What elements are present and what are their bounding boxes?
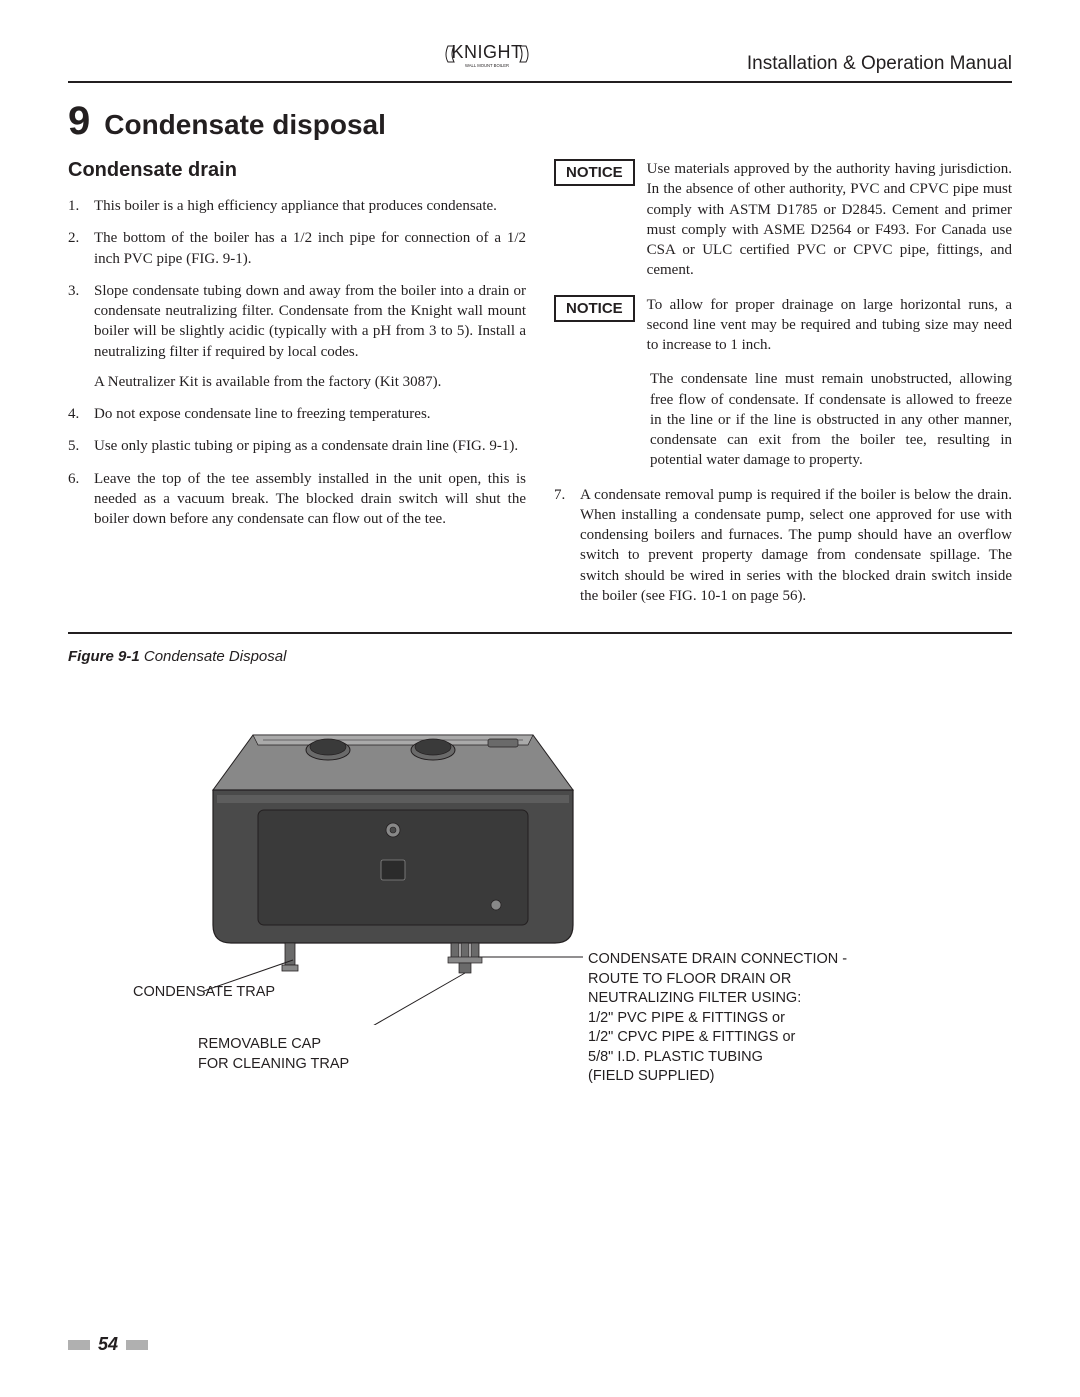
notice-block: NOTICE To allow for proper drainage on l… [554,295,1012,356]
figure-diagram: CONDENSATE TRAP REMOVABLE CAP FOR CLEANI… [68,695,1012,1125]
notice-continuation: The condensate line must remain unobstru… [650,369,1012,470]
callout-condensate-trap: CONDENSATE TRAP [133,983,275,1003]
notice-block: NOTICE Use materials approved by the aut… [554,159,1012,281]
horizontal-rule [68,632,1012,634]
page-number-bar-icon [68,1340,90,1350]
svg-text:WALL MOUNT BOILER: WALL MOUNT BOILER [465,63,509,68]
notice-text: Use materials approved by the authority … [647,159,1012,281]
page-number-bar-icon [126,1340,148,1350]
callout-removable-cap: REMOVABLE CAP FOR CLEANING TRAP [198,1035,349,1074]
list-sub-paragraph: A Neutralizer Kit is available from the … [94,372,526,392]
page-header: KNIGHT WALL MOUNT BOILER Installation & … [68,40,1012,83]
notice-label: NOTICE [554,159,635,186]
callout-drain-connection: CONDENSATE DRAIN CONNECTION - ROUTE TO F… [588,950,918,1087]
list-item: This boiler is a high efficiency applian… [68,196,526,216]
instruction-list-right: 7. A condensate removal pump is required… [554,485,1012,607]
svg-text:KNIGHT: KNIGHT [452,42,523,62]
chapter-title-text: Condensate disposal [104,109,386,141]
notice-text: To allow for proper drainage on large ho… [647,295,1012,356]
figure-caption: Figure 9-1 Condensate Disposal [68,648,1012,665]
boiler-illustration [203,695,583,1025]
list-item: 7. A condensate removal pump is required… [554,485,1012,607]
figure-label: Figure 9-1 [68,648,140,665]
brand-logo: KNIGHT WALL MOUNT BOILER [68,40,747,75]
chapter-title: 9 Condensate disposal [68,101,1012,141]
list-item: Slope condensate tubing down and away fr… [68,281,526,392]
list-item: Do not expose condensate line to freezin… [68,404,526,424]
manual-title: Installation & Operation Manual [747,53,1012,75]
page-number: 54 [68,1334,148,1355]
instruction-list-left: This boiler is a high efficiency applian… [68,196,526,529]
chapter-number: 9 [68,101,90,141]
notice-label: NOTICE [554,295,635,322]
list-item: The bottom of the boiler has a 1/2 inch … [68,228,526,269]
list-item: Leave the top of the tee assembly instal… [68,469,526,530]
section-heading: Condensate drain [68,159,526,182]
figure-title: Condensate Disposal [140,648,287,665]
list-item: Use only plastic tubing or piping as a c… [68,436,526,456]
